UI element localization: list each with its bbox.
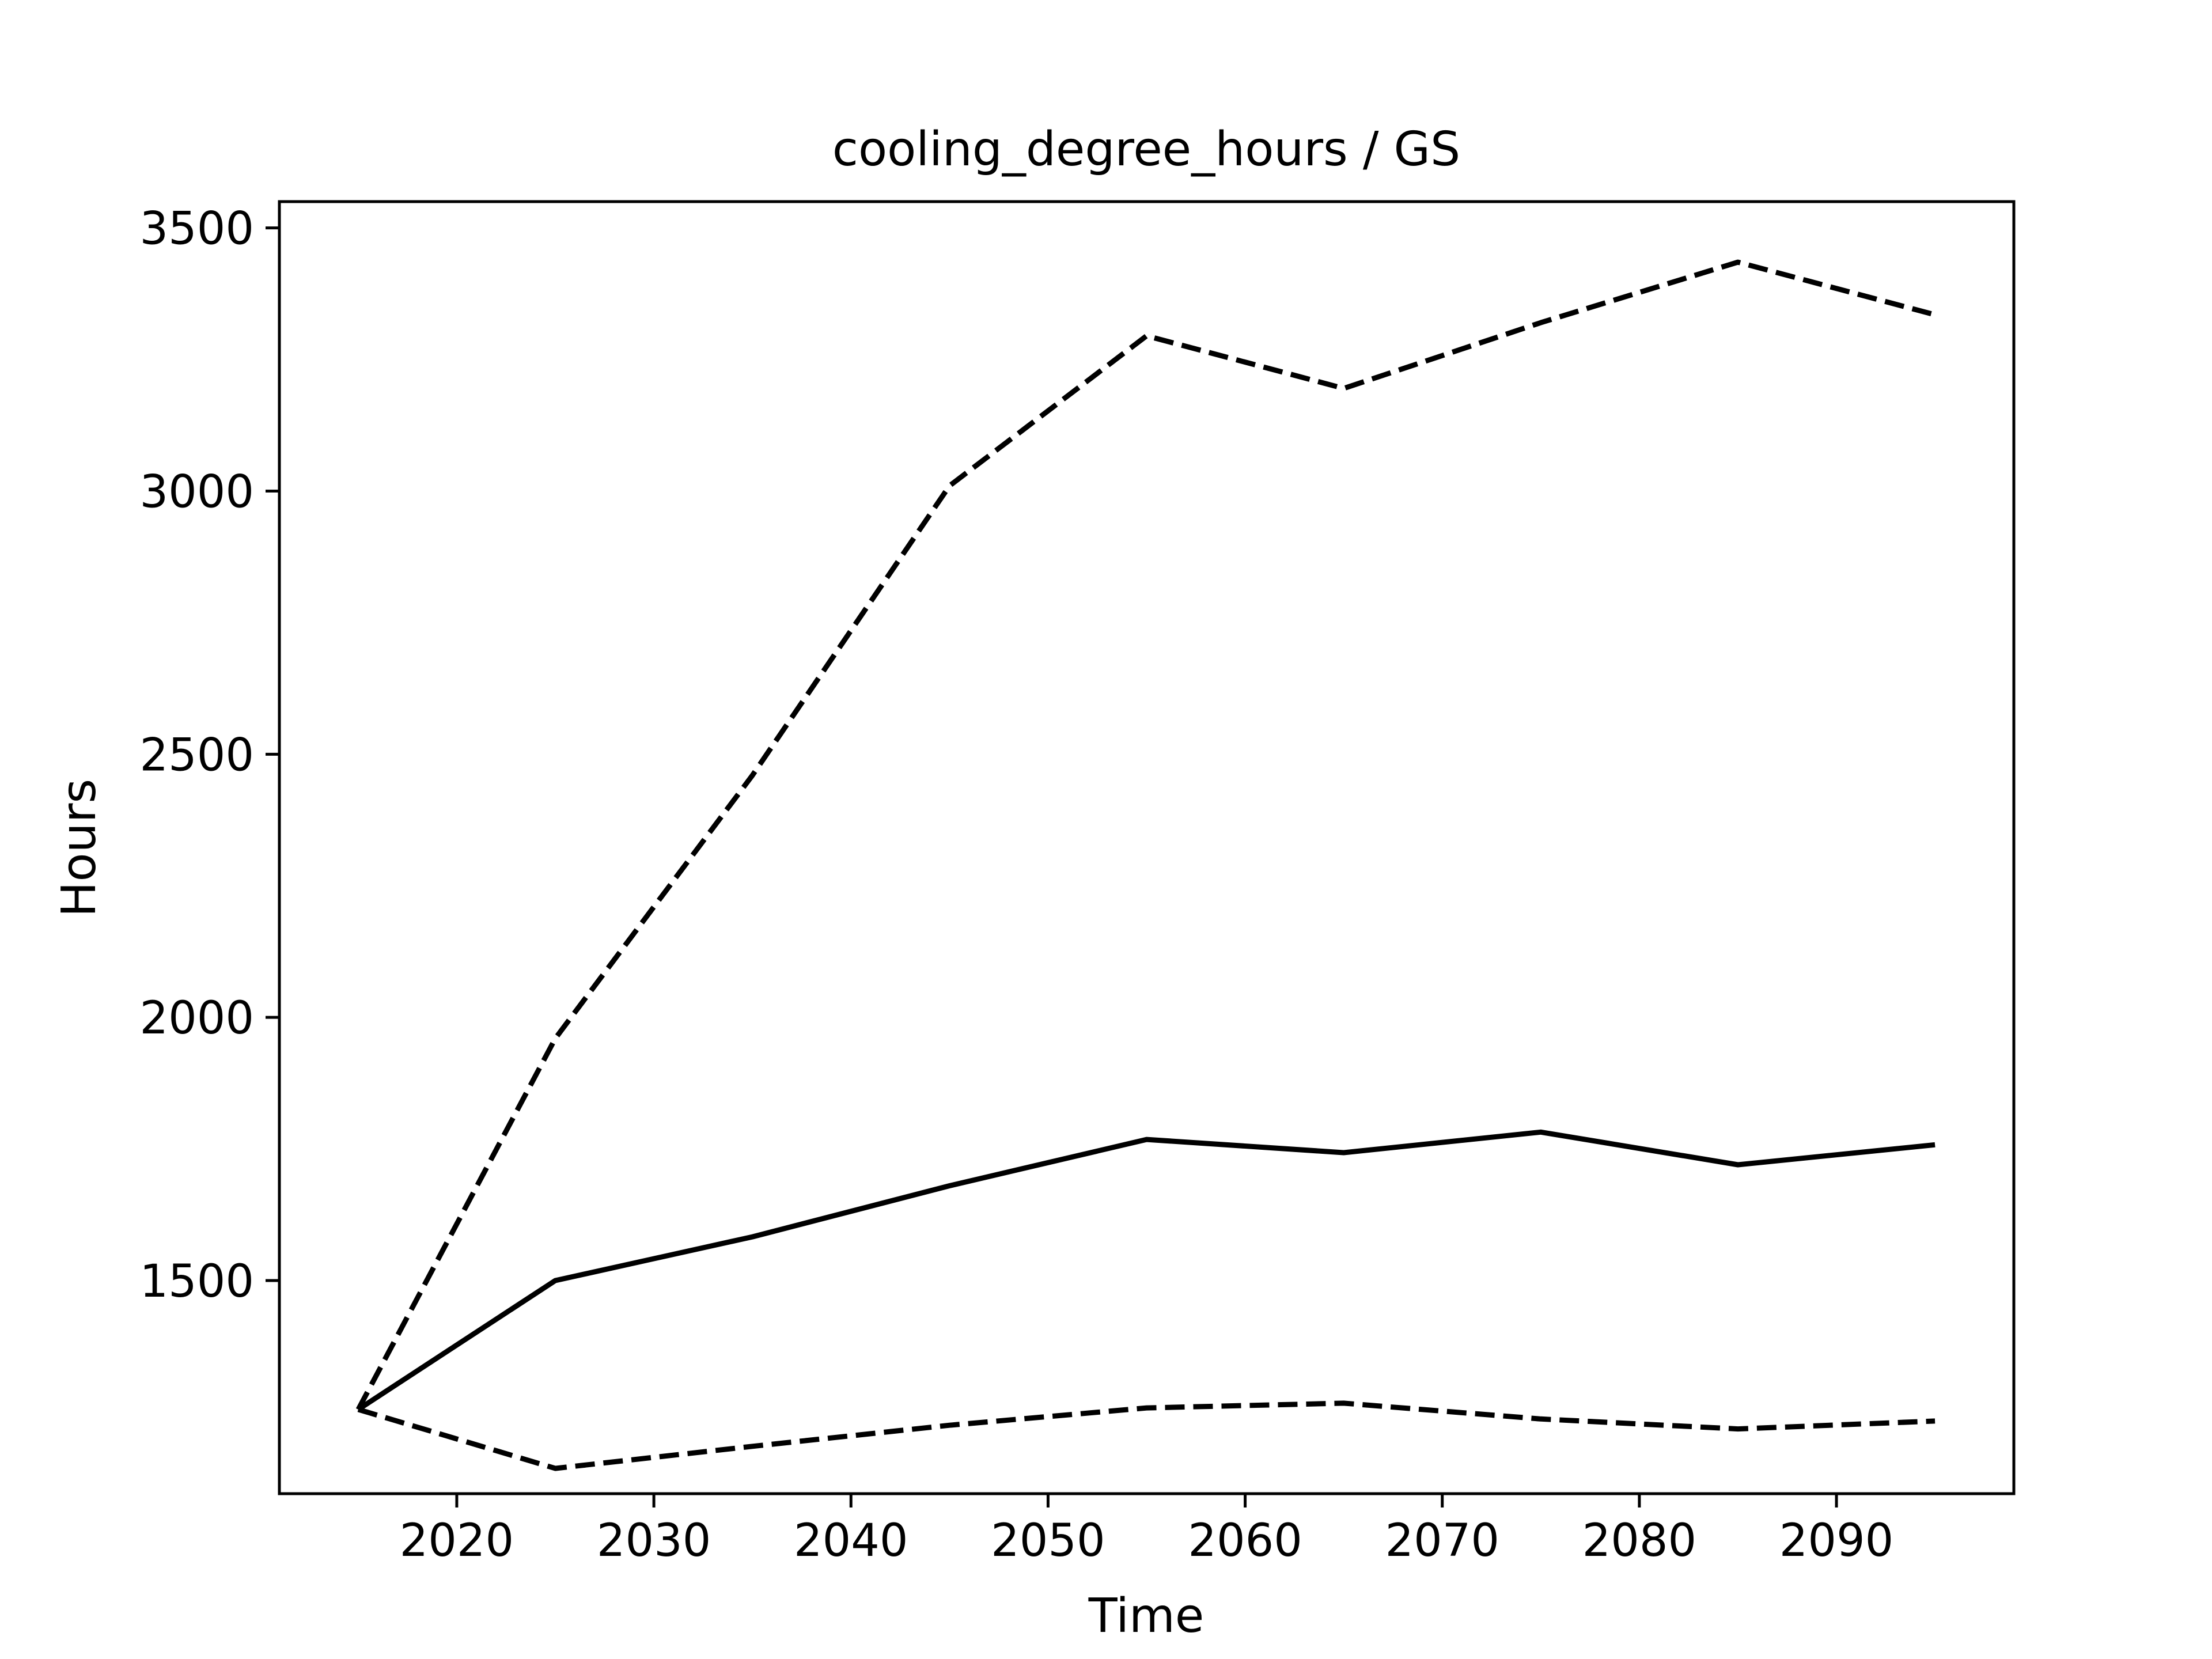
x-tick-label: 2040	[794, 1515, 908, 1567]
y-tick-label: 1500	[139, 1256, 254, 1308]
series-layer	[355, 259, 1936, 1471]
x-tick-label: 2070	[1385, 1515, 1499, 1567]
x-tick-label: 2090	[1779, 1515, 1894, 1567]
upper-bound-series-line	[355, 259, 1936, 1411]
axis-layer: 2020 2030 2040 2050 2060 2070 2080 2090 1500 2000…	[139, 203, 1893, 1567]
plot-frame	[278, 200, 2016, 1495]
lower-bound-series-line	[357, 1400, 1936, 1471]
median-series-line	[357, 1129, 1936, 1412]
x-tick-label: 2030	[597, 1515, 711, 1567]
x-tick-label: 2020	[400, 1515, 514, 1567]
y-axis-label: Hours	[52, 779, 107, 917]
x-tick-label: 2080	[1582, 1515, 1697, 1567]
x-tick-label: 2050	[991, 1515, 1105, 1567]
chart-title: cooling_degree_hours / GS	[832, 122, 1460, 177]
y-tick-label: 2000	[139, 993, 254, 1044]
y-tick-label: 3000	[139, 467, 254, 518]
x-tick-label: 2060	[1188, 1515, 1302, 1567]
y-tick-label: 3500	[139, 203, 254, 255]
y-tick-label: 2500	[139, 729, 254, 781]
x-axis-label: Time	[1088, 1589, 1205, 1643]
